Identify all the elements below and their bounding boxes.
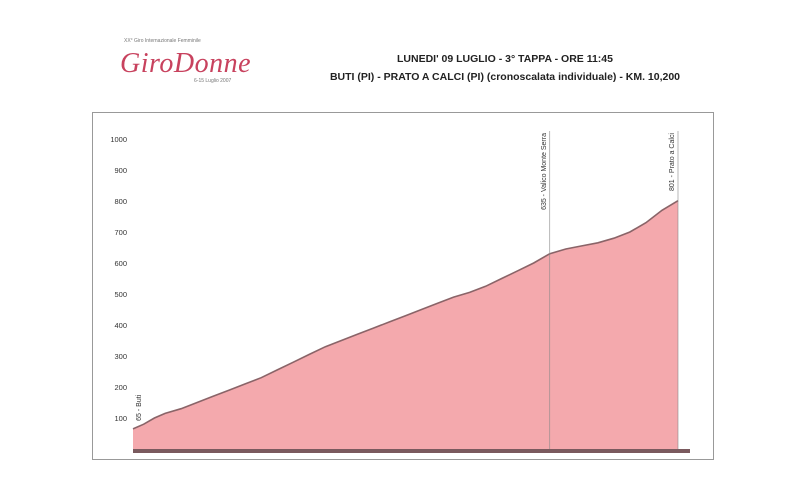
elevation-profile-svg: 1000 900 800 700 600 500 400 300 200 100 65 - Buti… [110,131,690,453]
logo-dates: 6-15 Luglio 2007 [194,78,232,84]
distance-base-bar [133,449,690,453]
waypoint-label: 65 - Buti [136,394,143,421]
girodonne-logo: XX° Giro Internazionale Femminile GiroDo… [110,30,252,90]
y-tick-label: 200 [114,383,127,392]
stage-route: BUTI (PI) - PRATO A CALCI (PI) (cronosca… [329,71,681,83]
y-tick-label: 300 [114,352,127,361]
y-tick-label: 400 [114,321,127,330]
elevation-line [132,200,679,430]
elevation-chart: 1000 900 800 700 600 500 400 300 200 100 65 - Buti… [92,112,714,460]
y-tick-label: 1000 [110,135,127,144]
stage-header: LUNEDI' 09 LUGLIO - 3° TAPPA - ORE 11:45… [290,50,720,86]
stage-title: LUNEDI' 09 LUGLIO - 3° TAPPA - ORE 11:45 [397,53,613,65]
waypoint-label: 635 - Valico Monte Serra [541,133,548,210]
elevation-area [133,200,678,449]
logo-top-text: XX° Giro Internazionale Femminile [124,38,201,44]
y-tick-label: 900 [114,166,127,175]
y-tick-label: 500 [114,290,127,299]
y-tick-label: 700 [114,228,127,237]
waypoint-label: 801 - Prato a Calci [669,133,676,191]
logo-wordmark: GiroDonne [120,48,252,79]
y-tick-label: 600 [114,259,127,268]
y-tick-label: 800 [114,197,127,206]
y-tick-label: 100 [114,414,127,423]
